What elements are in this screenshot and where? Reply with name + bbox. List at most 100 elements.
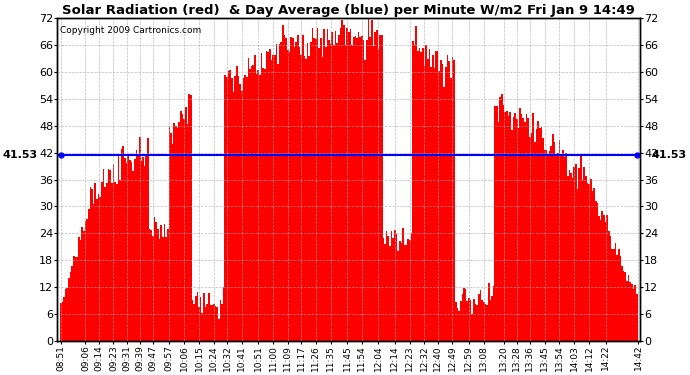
- Bar: [254, 55, 256, 341]
- Title: Solar Radiation (red)  & Day Average (blue) per Minute W/m2 Fri Jan 9 14:49: Solar Radiation (red) & Day Average (blu…: [62, 4, 635, 17]
- Bar: [287, 50, 288, 341]
- Bar: [101, 182, 103, 341]
- Bar: [253, 64, 254, 341]
- Bar: [404, 245, 406, 341]
- Bar: [455, 302, 457, 341]
- Bar: [288, 52, 290, 341]
- Bar: [593, 188, 595, 341]
- Bar: [534, 142, 535, 341]
- Bar: [450, 78, 452, 341]
- Bar: [353, 38, 355, 341]
- Bar: [567, 176, 569, 341]
- Bar: [420, 52, 422, 341]
- Bar: [79, 240, 81, 341]
- Bar: [618, 249, 620, 341]
- Bar: [417, 51, 419, 341]
- Bar: [317, 28, 318, 341]
- Text: 41.53: 41.53: [651, 150, 687, 160]
- Bar: [170, 133, 172, 341]
- Bar: [139, 137, 141, 341]
- Bar: [65, 289, 66, 341]
- Bar: [595, 201, 597, 341]
- Bar: [112, 165, 115, 341]
- Bar: [190, 95, 192, 341]
- Bar: [583, 168, 585, 341]
- Bar: [457, 308, 458, 341]
- Bar: [154, 217, 155, 341]
- Bar: [406, 246, 407, 341]
- Bar: [411, 233, 412, 341]
- Bar: [463, 288, 465, 341]
- Bar: [607, 215, 608, 341]
- Bar: [193, 304, 195, 341]
- Bar: [359, 37, 361, 341]
- Bar: [228, 71, 230, 341]
- Bar: [305, 59, 307, 341]
- Bar: [393, 238, 394, 341]
- Bar: [552, 134, 553, 341]
- Bar: [497, 122, 500, 341]
- Bar: [495, 106, 496, 341]
- Bar: [478, 294, 480, 341]
- Bar: [368, 18, 369, 341]
- Bar: [544, 150, 546, 341]
- Bar: [524, 122, 526, 341]
- Bar: [331, 32, 333, 341]
- Bar: [452, 57, 453, 341]
- Bar: [130, 162, 132, 341]
- Bar: [542, 138, 544, 341]
- Bar: [116, 184, 117, 341]
- Bar: [333, 45, 335, 341]
- Bar: [371, 20, 373, 341]
- Bar: [633, 289, 634, 341]
- Bar: [444, 87, 445, 341]
- Bar: [136, 150, 137, 341]
- Bar: [610, 236, 611, 341]
- Bar: [489, 300, 491, 341]
- Bar: [532, 113, 534, 341]
- Bar: [358, 32, 359, 341]
- Bar: [99, 198, 101, 341]
- Bar: [108, 169, 109, 341]
- Bar: [438, 71, 440, 341]
- Bar: [117, 155, 119, 341]
- Bar: [473, 298, 475, 341]
- Bar: [522, 118, 524, 341]
- Bar: [540, 127, 542, 341]
- Bar: [582, 180, 583, 341]
- Bar: [91, 189, 93, 341]
- Bar: [486, 305, 488, 341]
- Bar: [210, 305, 211, 341]
- Bar: [366, 40, 368, 341]
- Bar: [509, 112, 511, 341]
- Bar: [142, 158, 144, 341]
- Bar: [623, 271, 624, 341]
- Bar: [310, 42, 312, 341]
- Bar: [437, 51, 438, 341]
- Bar: [342, 20, 343, 341]
- Bar: [197, 292, 198, 341]
- Bar: [361, 36, 363, 341]
- Bar: [185, 107, 186, 341]
- Bar: [374, 32, 376, 341]
- Bar: [302, 34, 304, 341]
- Bar: [590, 179, 591, 341]
- Bar: [121, 149, 122, 341]
- Bar: [442, 64, 444, 341]
- Bar: [351, 45, 353, 341]
- Bar: [180, 111, 181, 341]
- Bar: [409, 240, 411, 341]
- Bar: [586, 183, 589, 341]
- Bar: [435, 51, 437, 341]
- Bar: [613, 249, 615, 341]
- Bar: [318, 48, 320, 341]
- Bar: [60, 303, 61, 341]
- Bar: [256, 74, 257, 341]
- Bar: [555, 154, 557, 341]
- Text: 41.53: 41.53: [3, 150, 38, 160]
- Bar: [538, 121, 539, 341]
- Bar: [346, 27, 348, 341]
- Bar: [570, 173, 572, 341]
- Bar: [337, 43, 338, 341]
- Bar: [132, 171, 134, 341]
